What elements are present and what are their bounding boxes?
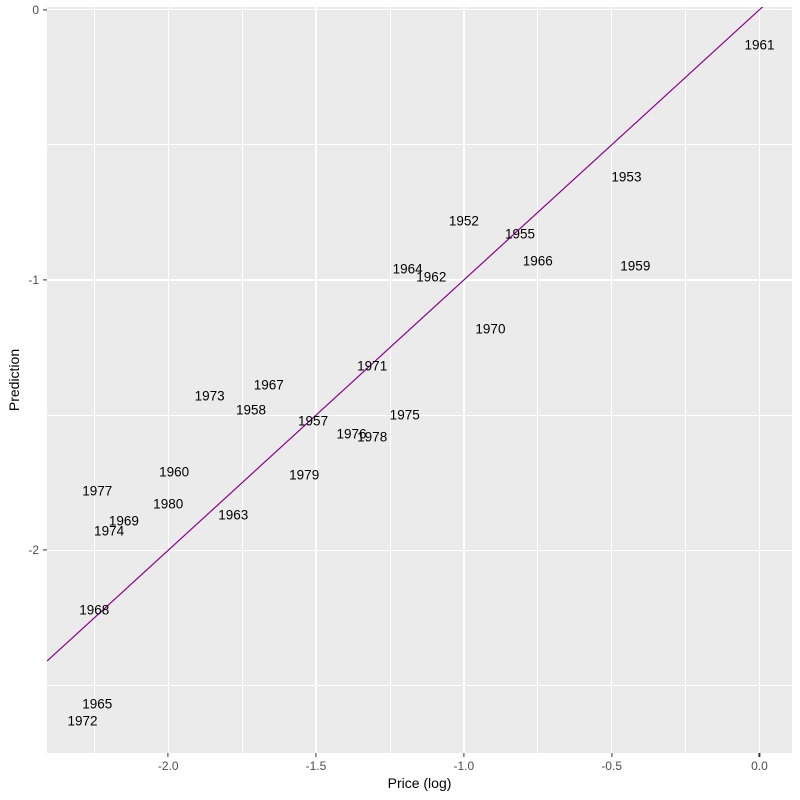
y-tick-mark <box>43 279 47 281</box>
point-label-1978: 1978 <box>357 429 388 444</box>
y-gridline-minor <box>47 414 792 416</box>
point-label-1961: 1961 <box>744 37 775 53</box>
x-gridline-major <box>758 7 761 753</box>
point-label-1952: 1952 <box>448 212 479 228</box>
point-label-1971: 1971 <box>357 358 388 374</box>
y-gridline-major <box>47 549 792 551</box>
y-tick-mark <box>43 549 47 551</box>
identity-reference-line <box>47 7 764 662</box>
point-label-1955: 1955 <box>504 226 536 242</box>
y-axis-title: Prediction <box>6 348 22 412</box>
x-gridline-minor <box>685 7 686 753</box>
x-tick-mark <box>611 753 613 757</box>
x-tick-label: 0.0 <box>751 759 768 773</box>
y-tick-label: -1 <box>28 272 39 287</box>
y-tick-label: -2 <box>28 543 39 558</box>
x-gridline-major <box>610 7 613 753</box>
point-label-1974: 1974 <box>94 523 125 539</box>
x-gridline-major <box>463 7 465 753</box>
x-gridline-minor <box>389 7 391 753</box>
y-gridline-minor <box>47 685 792 686</box>
point-label-1966: 1966 <box>522 253 553 269</box>
point-label-1958: 1958 <box>235 401 267 417</box>
point-label-1977: 1977 <box>82 483 113 499</box>
x-tick-label: -2.0 <box>157 759 179 773</box>
x-gridline-minor <box>537 7 539 753</box>
reference-line-layer <box>47 7 764 662</box>
point-label-1975: 1975 <box>389 407 420 423</box>
x-axis-title: Price (log) <box>387 775 452 791</box>
y-gridline-minor <box>47 144 792 146</box>
point-label-1960: 1960 <box>159 464 190 480</box>
point-label-1959: 1959 <box>620 258 651 274</box>
point-label-1968: 1968 <box>79 601 110 617</box>
x-tick-mark <box>758 753 761 757</box>
x-gridline-major <box>167 7 169 753</box>
y-tick-label: 0 <box>32 2 39 17</box>
point-label-1970: 1970 <box>475 320 506 336</box>
x-tick-mark <box>167 753 169 757</box>
y-gridline-major <box>47 9 792 11</box>
y-tick-mark <box>43 9 47 11</box>
point-label-1969: 1969 <box>108 512 139 528</box>
x-gridline-minor <box>93 7 95 753</box>
point-label-1964: 1964 <box>392 261 423 277</box>
point-label-1967: 1967 <box>253 377 284 393</box>
x-tick-label: -1.0 <box>453 759 475 773</box>
plot-panel: 1952 1953 1955 1957 1958 1959 1960 1961 1962 1963… <box>47 7 792 753</box>
point-label-1953: 1953 <box>611 169 642 185</box>
point-label-1976: 1976 <box>336 426 367 442</box>
point-label-1965: 1965 <box>82 696 113 712</box>
point-label-1957: 1957 <box>298 412 329 428</box>
point-label-1980: 1980 <box>153 496 184 512</box>
x-tick-mark <box>315 753 317 757</box>
x-gridline-major <box>315 7 317 753</box>
x-gridline-minor <box>241 7 243 753</box>
x-tick-label: -0.5 <box>601 759 622 773</box>
point-label-1979: 1979 <box>289 466 320 482</box>
point-label-1973: 1973 <box>194 388 225 404</box>
x-tick-label: -1.5 <box>305 759 327 773</box>
point-label-1972: 1972 <box>67 712 98 728</box>
y-gridline-major <box>47 279 792 281</box>
point-label-1963: 1963 <box>218 507 249 523</box>
point-label-1962: 1962 <box>416 269 447 285</box>
x-tick-mark <box>463 753 465 757</box>
